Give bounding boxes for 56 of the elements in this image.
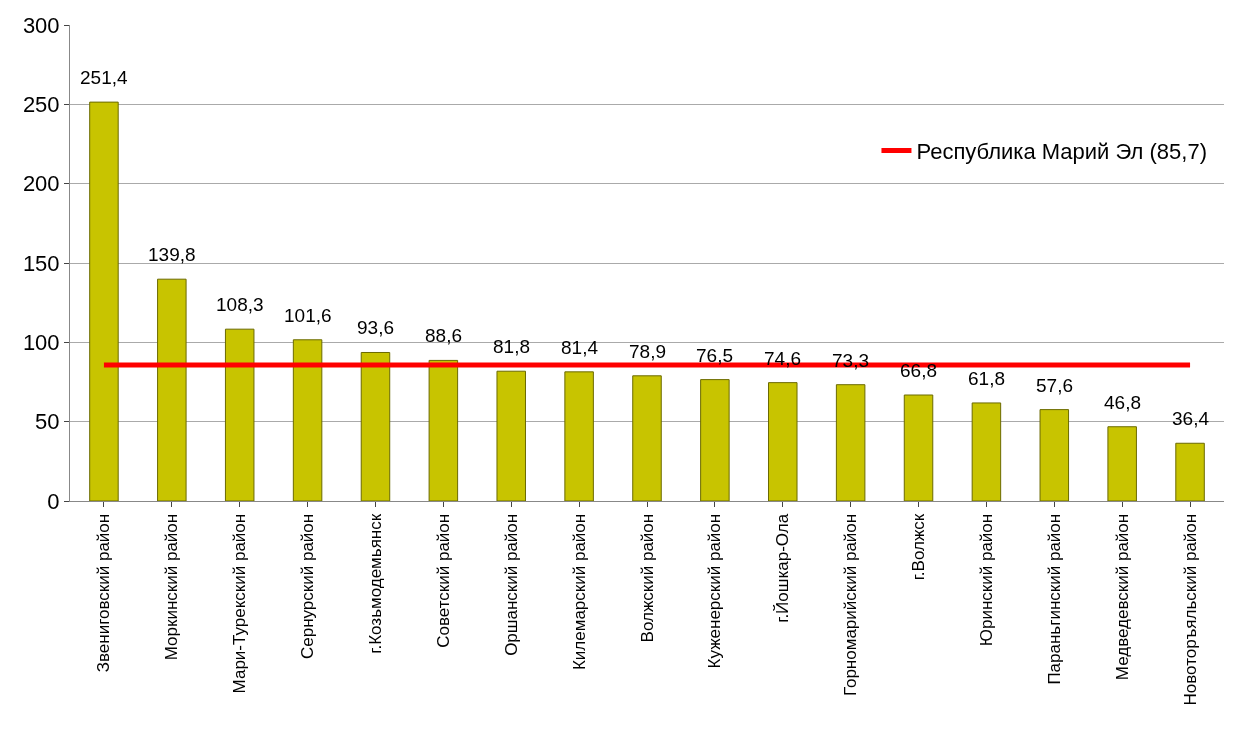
data-label: 76,5 <box>696 345 733 366</box>
x-tick-label: г.Козьмодемьянск <box>365 513 385 654</box>
data-label: 78,9 <box>629 341 666 362</box>
bar <box>1107 426 1137 501</box>
y-tick-label: 0 <box>47 488 60 514</box>
data-label: 61,8 <box>968 368 1005 389</box>
data-label: 81,8 <box>493 336 530 357</box>
bar <box>700 379 730 501</box>
data-label: 139,8 <box>148 244 196 265</box>
data-label: 46,8 <box>1104 392 1141 413</box>
bar <box>1175 442 1205 501</box>
bar <box>428 359 459 501</box>
bar <box>835 384 866 501</box>
data-label: 81,4 <box>561 337 599 358</box>
x-tick-label: Параньгинский район <box>1044 513 1064 685</box>
x-tick-label: Звениговский район <box>94 513 114 673</box>
y-tick-label: 50 <box>35 409 60 435</box>
x-tick-label: Волжский район <box>637 513 657 643</box>
x-tick-label: Горномарийский район <box>841 513 861 697</box>
x-tick-label: г.Йошкар-Ола <box>773 513 793 623</box>
data-label: 101,6 <box>284 305 332 326</box>
bar <box>564 371 594 501</box>
x-tick-label: Моркинский район <box>162 513 182 661</box>
x-tick-label: Сернурский район <box>298 513 318 660</box>
x-tick-label: Юринский район <box>976 513 996 647</box>
data-label: 251,4 <box>80 67 128 88</box>
bar <box>903 394 934 501</box>
data-label: 88,6 <box>425 325 462 346</box>
y-tick-label: 250 <box>22 92 60 118</box>
bar <box>224 328 255 501</box>
x-tick-label: Куженерский район <box>705 513 725 669</box>
legend-label: Республика Марий Эл (85,7) <box>916 139 1208 165</box>
y-tick-label: 300 <box>22 12 60 38</box>
x-tick-label: Медведевский район <box>1112 513 1132 681</box>
bar <box>89 101 119 501</box>
x-tick-label: Мари-Турекский район <box>230 513 250 694</box>
data-label: 36,4 <box>1172 408 1210 429</box>
x-tick-label: Советский район <box>433 513 453 648</box>
x-tick-label: Оршанский район <box>501 513 521 656</box>
x-tick-label: Новоторъяльский район <box>1180 513 1200 706</box>
x-tick-label: г.Волжск <box>909 513 929 581</box>
y-tick-label: 200 <box>22 171 60 197</box>
bar <box>360 351 391 501</box>
data-label: 57,6 <box>1036 375 1073 396</box>
y-tick-label: 100 <box>22 330 60 356</box>
bar <box>292 339 323 501</box>
bar <box>971 402 1002 501</box>
data-label: 93,6 <box>357 317 394 338</box>
bar <box>157 278 187 501</box>
data-label: 108,3 <box>216 294 264 315</box>
bar <box>768 382 798 501</box>
bar <box>632 375 662 501</box>
x-tick-label: Килемарский район <box>569 513 589 671</box>
bar <box>496 370 526 501</box>
y-tick-label: 150 <box>22 250 60 276</box>
bar <box>1039 409 1070 501</box>
